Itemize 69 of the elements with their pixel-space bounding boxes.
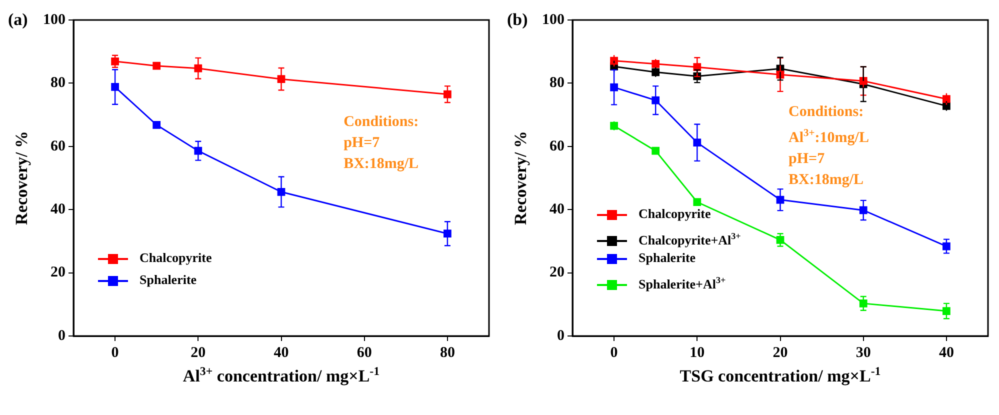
annotation: pH=7 [788, 151, 825, 168]
point [194, 64, 202, 72]
y-axis-title: Recovery/ % [511, 131, 531, 225]
legend-label: Chalcopyrite [638, 205, 712, 223]
y-tick-label: 40 [50, 201, 66, 218]
x-tick-label: 0 [111, 344, 119, 361]
point [610, 56, 618, 65]
y-axis-title: Recovery/ % [12, 131, 32, 225]
chart-title: (a) [8, 10, 28, 30]
point [776, 236, 784, 244]
y-tick-label: 40 [550, 201, 564, 218]
y-tick-label: 20 [550, 264, 564, 281]
point [152, 62, 161, 70]
point [111, 57, 119, 66]
point [111, 83, 119, 91]
chart-title: (b) [507, 10, 528, 30]
y-tick-label: 80 [550, 75, 564, 92]
x-tick-label: 0 [610, 344, 618, 361]
annotation: Conditions: [788, 104, 864, 120]
point [652, 96, 660, 104]
x-tick-label: 30 [856, 344, 871, 361]
y-tick-label: 0 [58, 328, 66, 344]
annotation: Al$^{3+}$:10mg/L [788, 128, 869, 146]
y-tick-label: 60 [50, 138, 66, 154]
point [942, 307, 950, 315]
point [194, 146, 202, 155]
x-axis-title: TSG concentration/ mg×L$^{-1}$ [680, 364, 881, 387]
y-tick-label: 80 [50, 75, 66, 92]
y-tick-label: 20 [50, 264, 66, 281]
point [652, 146, 660, 155]
legend-label: Sphalerite+Al$^{3+}$ [638, 274, 727, 292]
point [776, 196, 784, 204]
point [859, 77, 868, 85]
x-tick-label: 40 [938, 344, 954, 361]
point [277, 188, 286, 196]
x-tick-label: 10 [690, 344, 705, 361]
annotation: pH=7 [344, 134, 380, 151]
annotation: Conditions: [344, 114, 419, 130]
point [942, 102, 950, 110]
x-tick-label: 20 [772, 344, 788, 361]
y-tick-label: 100 [542, 12, 564, 28]
point [859, 206, 868, 214]
point [693, 138, 702, 147]
point [152, 120, 161, 129]
x-tick-label: 80 [440, 344, 455, 361]
legend-label: Chalcopyrite+Al$^{3+}$ [638, 230, 741, 248]
y-tick-label: 0 [557, 328, 564, 344]
point [610, 122, 618, 130]
annotation: BX:18mg/L [788, 172, 864, 188]
legend-label: Sphalerite [638, 249, 697, 267]
point [859, 300, 868, 308]
y-tick-label: 60 [550, 138, 564, 154]
point [942, 95, 950, 103]
y-tick-label: 100 [43, 12, 66, 28]
point [277, 75, 286, 84]
point [652, 60, 660, 68]
point [652, 68, 660, 76]
x-tick-label: 40 [274, 344, 289, 361]
x-tick-label: 20 [190, 344, 206, 361]
point [444, 230, 452, 238]
point [610, 83, 618, 92]
annotation: BX:18mg/L [344, 156, 419, 172]
point [942, 242, 950, 250]
legend-label: Chalcopyrite [138, 249, 212, 267]
point [693, 198, 702, 206]
legend-label: Sphalerite [138, 271, 198, 289]
point [444, 90, 452, 98]
x-tick-label: 60 [356, 344, 372, 361]
x-axis-title: Al$^{3+}$ concentration/ mg×L$^{-1}$ [182, 364, 380, 387]
